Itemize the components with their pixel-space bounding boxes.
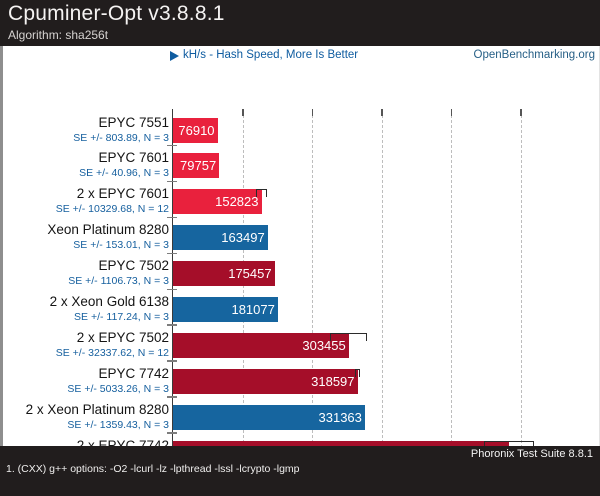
arrow-right-icon — [170, 51, 179, 61]
compiler-options-note: 1. (CXX) g++ options: -O2 -lcurl -lz -lp… — [6, 463, 300, 475]
error-bar — [354, 368, 361, 378]
result-bar: 318597 — [173, 368, 358, 394]
top-tick-mark — [381, 109, 383, 116]
top-tick-mark — [450, 109, 452, 116]
bar-row-label: EPYC 7551 SE +/- 803.89, N = 3 — [0, 114, 169, 144]
bar-value-label: 76910 — [178, 122, 215, 138]
result-bar: 175457 — [173, 261, 275, 287]
bar-row-label: 2 x Xeon Platinum 8280 SE +/- 1359.43, N … — [0, 401, 169, 431]
vertical-gridline — [451, 110, 452, 468]
standard-error-label: SE +/- 1359.43, N = 3 — [67, 418, 169, 431]
bar-row-label: EPYC 7742 SE +/- 5033.26, N = 3 — [0, 365, 169, 395]
standard-error-label: SE +/- 117.24, N = 3 — [74, 311, 169, 323]
y-axis-tick-mark — [166, 432, 177, 434]
y-axis-tick-mark — [166, 324, 177, 326]
result-bar: 303455 — [173, 332, 349, 358]
bar-value-label: 163497 — [221, 230, 265, 246]
bar-value-label: 303455 — [302, 337, 346, 353]
chart-left-border — [0, 46, 3, 446]
bar-value-label: 175457 — [228, 266, 272, 282]
standard-error-label: SE +/- 10329.68, N = 12 — [55, 203, 169, 216]
bar-value-label: 318597 — [311, 373, 355, 389]
top-tick-mark — [311, 109, 313, 116]
error-bar — [330, 332, 368, 342]
cpu-label: 2 x Xeon Gold 6138 — [49, 294, 169, 309]
vertical-gridline — [520, 110, 522, 468]
error-bar-left-cap — [330, 333, 332, 341]
cpu-label: Xeon Platinum 8280 — [47, 222, 169, 238]
result-bar: 331363 — [173, 404, 365, 430]
bar-row-label: EPYC 7502 SE +/- 1106.73, N = 3 — [0, 259, 169, 287]
standard-error-label: SE +/- 803.89, N = 3 — [73, 131, 169, 144]
cpu-label: EPYC 7551 — [98, 114, 169, 130]
error-bar-right-cap — [366, 333, 368, 341]
cpu-label: 2 x EPYC 7502 — [76, 329, 169, 345]
bar-value-label: 152823 — [215, 194, 259, 210]
cpu-label: 2 x Xeon Platinum 8280 — [25, 401, 169, 417]
standard-error-label: SE +/- 1106.73, N = 3 — [68, 275, 169, 288]
error-bar-left-cap — [354, 369, 356, 377]
page-subtitle: Algorithm: sha256t — [8, 28, 109, 42]
error-bar — [255, 189, 268, 198]
standard-error-label: SE +/- 5033.26, N = 3 — [67, 382, 169, 395]
bar-row-label: 2 x Xeon Gold 6138 SE +/- 117.24, N = 3 — [0, 295, 169, 323]
result-bar: 76910 — [173, 117, 218, 143]
result-bar: 181077 — [173, 297, 278, 322]
standard-error-label: SE +/- 32337.62, N = 12 — [55, 346, 169, 359]
y-axis-tick-mark — [166, 288, 177, 290]
result-bar: 79757 — [173, 153, 220, 179]
bar-row-label: 2 x EPYC 7601 SE +/- 10329.68, N = 12 — [0, 187, 169, 215]
cpu-label: EPYC 7742 — [98, 365, 169, 381]
error-bar — [484, 440, 534, 450]
value-axis-title: kH/s - Hash Speed, More Is Better — [183, 49, 359, 61]
title-bar: Cpuminer-Opt v3.8.8.1 Algorithm: sha256t — [0, 0, 600, 46]
y-axis-tick-mark — [166, 216, 177, 219]
top-tick-mark — [520, 109, 522, 116]
bar-value-label: 79757 — [180, 158, 217, 174]
error-bar-right-cap — [359, 369, 361, 377]
error-bar-left-cap — [255, 190, 257, 198]
footer-bar: Phoronix Test Suite 8.8.1 1. (CXX) g++ o… — [0, 446, 600, 496]
pts-version: Phoronix Test Suite 8.8.1 — [470, 448, 593, 460]
cpu-label: EPYC 7601 — [98, 150, 169, 166]
bar-row-label: 2 x EPYC 7502 SE +/- 32337.62, N = 12 — [0, 329, 169, 359]
error-bar-right-cap — [266, 190, 268, 198]
bar-row-label: Xeon Platinum 8280 SE +/- 153.01, N = 3 — [0, 223, 169, 251]
error-bar-right-cap — [532, 441, 534, 449]
vertical-gridline — [242, 110, 244, 468]
bar-value-label: 331363 — [318, 409, 362, 425]
standard-error-label: SE +/- 40.96, N = 3 — [79, 167, 169, 180]
plot: 120000240000360000480000600000EPYC 7551S… — [0, 46, 600, 488]
y-axis-tick-mark — [166, 252, 177, 255]
openbenchmarking-link[interactable]: OpenBenchmarking.org — [473, 49, 595, 61]
chart-header-row: kH/s - Hash Speed, More Is Better OpenBe… — [0, 48, 600, 64]
top-tick-mark — [242, 109, 244, 116]
cpu-label: 2 x EPYC 7601 — [76, 186, 169, 202]
bar-row-label: EPYC 7601 SE +/- 40.96, N = 3 — [0, 151, 169, 179]
result-bar: 163497 — [173, 225, 268, 251]
vertical-gridline — [381, 110, 383, 468]
error-bar-left-cap — [484, 441, 486, 449]
chart-area: kH/s - Hash Speed, More Is Better OpenBe… — [0, 46, 600, 488]
y-axis-tick-mark — [166, 360, 177, 362]
vertical-gridline — [312, 110, 313, 468]
page-title: Cpuminer-Opt v3.8.8.1 — [8, 2, 225, 25]
cpu-label: EPYC 7502 — [98, 258, 169, 274]
y-axis-tick-mark — [166, 180, 177, 183]
y-axis-tick-mark — [166, 144, 177, 147]
bar-value-label: 181077 — [231, 302, 275, 317]
result-bar: 152823 — [173, 189, 262, 215]
standard-error-label: SE +/- 153.01, N = 3 — [73, 239, 169, 252]
y-axis-tick-mark — [166, 396, 177, 398]
